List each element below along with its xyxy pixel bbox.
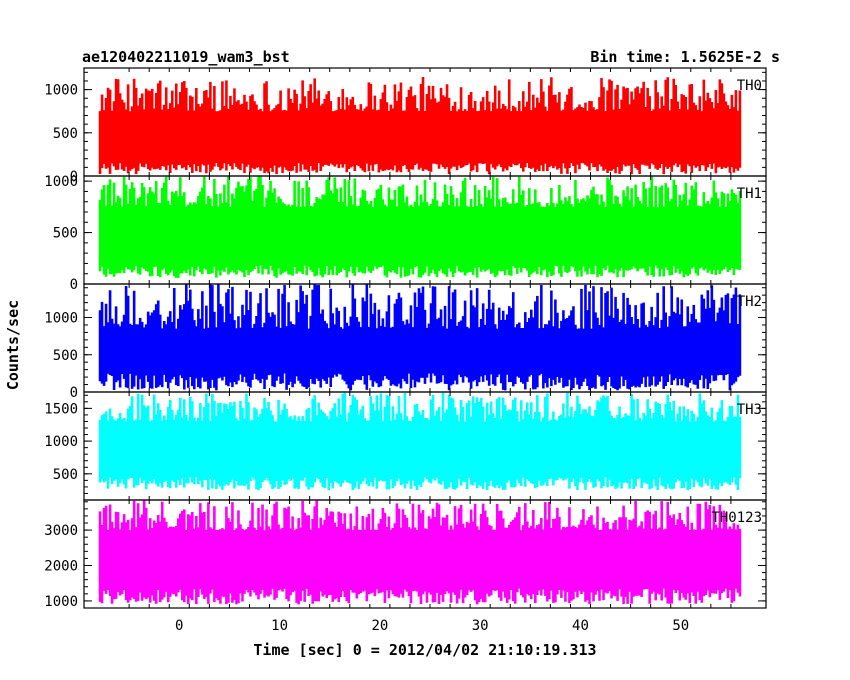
- y-tick-label: 1500: [44, 401, 78, 417]
- x-tick-label: 30: [472, 618, 489, 634]
- series-band-th2: [99, 333, 741, 374]
- bin-time-label: Bin time: 1.5625E-2 s: [590, 48, 780, 66]
- panel-label-th3: TH3: [737, 402, 762, 418]
- y-tick-label: 2000: [44, 559, 78, 575]
- panel-th0123: TH0123 1000 2000 3000: [44, 499, 767, 610]
- y-tick-label: 3000: [44, 523, 78, 539]
- panel-th0: TH0 0 500 1000: [44, 67, 767, 185]
- series-band-th0: [99, 116, 741, 164]
- x-tick-label: 50: [672, 618, 689, 634]
- x-tick-label: 40: [572, 618, 589, 634]
- y-tick-label: 0: [70, 277, 78, 293]
- y-tick-label: 1000: [44, 594, 78, 610]
- series-band-th0123: [99, 538, 741, 589]
- x-tick-label: 0: [175, 618, 183, 634]
- y-axis-label: Counts/sec: [4, 300, 22, 390]
- y-tick-label: 500: [53, 348, 78, 364]
- x-axis-label: Time [sec] 0 = 2012/04/02 21:10:19.313: [253, 641, 596, 659]
- panel-th1: TH1 0 500 1000: [44, 174, 767, 293]
- y-tick-label: 500: [53, 226, 78, 242]
- chart-title: ae120402211019_wam3_bst: [82, 48, 290, 66]
- panel-frame: [83, 499, 767, 609]
- panel-th2: TH2 0 500 1000: [44, 283, 767, 401]
- x-tick-label: 20: [371, 618, 388, 634]
- y-tick-label: 1000: [44, 434, 78, 450]
- panel-th3: TH3 500 1000 1500: [44, 391, 767, 501]
- series-band-th3: [99, 428, 741, 478]
- y-tick-label: 0: [70, 385, 78, 401]
- series-band-th1: [99, 213, 741, 266]
- panels: TH005001000TH105001000TH205001000TH35001…: [44, 67, 767, 634]
- y-tick-label: 1000: [44, 83, 78, 99]
- y-tick-label: 500: [53, 126, 78, 142]
- x-tick-label: 10: [271, 618, 288, 634]
- y-tick-label: 500: [53, 467, 78, 483]
- y-tick-label: 1000: [44, 311, 78, 327]
- y-tick-label: 1000: [44, 174, 78, 190]
- panel-label-th2: TH2: [737, 294, 762, 310]
- panel-label-th0123: TH0123: [711, 510, 762, 526]
- y-tick-label: 0: [70, 169, 78, 185]
- panel-label-th1: TH1: [737, 186, 762, 202]
- panel-label-th0: TH0: [737, 78, 762, 94]
